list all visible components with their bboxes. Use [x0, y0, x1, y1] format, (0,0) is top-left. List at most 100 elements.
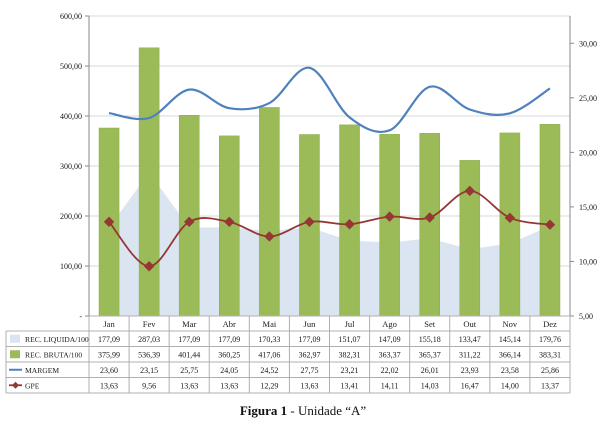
gpe-marker [504, 212, 516, 224]
gpe-marker [384, 211, 395, 222]
table-value: 26,01 [421, 366, 439, 375]
table-value: 14,11 [381, 381, 399, 390]
y-tick-label: 200,00 [60, 212, 82, 221]
y2-tick-label: 10,00 [579, 257, 597, 266]
table-value: 133,47 [459, 335, 481, 344]
table-value: 155,18 [419, 335, 441, 344]
x-category-label: Ago [382, 319, 397, 329]
legend-series-name: GPE [25, 381, 40, 390]
table-value: 13,37 [541, 381, 559, 390]
bar-rec-bruta [459, 160, 481, 317]
data-table: Jan Fev Mar Abr Mai Jun Jul Ago Set Out Nov Dez REC.… [5, 315, 571, 394]
x-category-label: Out [463, 319, 476, 329]
table-value: 366,14 [499, 350, 521, 359]
table-value: 177,09 [298, 335, 320, 344]
table-value: 23,60 [100, 366, 118, 375]
x-category-label: Set [424, 319, 436, 329]
table-value: 383,31 [539, 350, 561, 359]
legend-key-rec-liquida [10, 334, 20, 343]
table-value: 14,03 [421, 381, 439, 390]
figure-caption-label: Figura 1 [239, 403, 288, 418]
table-value: 177,09 [178, 335, 200, 344]
x-category-label: Jul [345, 319, 356, 329]
x-category-label: Dez [543, 319, 557, 329]
legend-series-name: MARGEM [25, 366, 59, 375]
table-value: 170,33 [258, 335, 280, 344]
bar-rec-bruta [138, 47, 160, 317]
bar-rec-bruta [499, 132, 521, 317]
x-category-label: Fev [143, 319, 157, 329]
legend-key-gpe-marker [12, 381, 19, 389]
gpe-marker [264, 231, 275, 242]
table-value: 362,97 [298, 350, 320, 359]
table-value: 22,02 [381, 366, 399, 375]
gpe-marker [143, 261, 155, 272]
axes: - 100,00 200,00 300,00 400,00 500,00 600,00 5,0… [60, 12, 597, 321]
y-tick-label: 100,00 [60, 262, 82, 271]
y-tick-label: 600,00 [60, 12, 82, 21]
gpe-marker [344, 219, 355, 230]
gpe-marker [424, 212, 435, 223]
table-value: 27,75 [300, 366, 318, 375]
table-value: 23,93 [461, 366, 479, 375]
margem-series-line [108, 66, 551, 134]
table-value: 12,29 [260, 381, 278, 390]
table-value: 13,41 [341, 381, 359, 390]
table-value: 363,37 [379, 350, 401, 359]
table-value: 417,06 [258, 350, 280, 359]
legend-series-name: REC. BRUTA/100 [25, 350, 82, 359]
gpe-marker [224, 216, 235, 228]
table-value: 9,56 [142, 381, 156, 390]
table-value: 25,75 [180, 366, 198, 375]
table-value: 151,07 [339, 335, 361, 344]
table-value: 145,14 [499, 335, 521, 344]
table-value: 360,25 [218, 350, 240, 359]
x-category-label: Mai [263, 319, 277, 329]
table-value: 16,47 [461, 381, 479, 390]
x-category-label: Abr [223, 319, 236, 329]
x-category-label: Jun [304, 319, 317, 329]
table-value: 375,99 [98, 350, 120, 359]
figure-caption: Figura 1 - Unidade “A” [0, 403, 606, 419]
table-value: 177,09 [98, 335, 120, 344]
table-value: 24,05 [220, 366, 238, 375]
margem-line [108, 66, 551, 134]
bar-rec-bruta [419, 133, 440, 317]
x-category-label: Jan [103, 319, 115, 329]
y2-tick-label: 15,00 [579, 203, 597, 212]
gpe-marker [304, 216, 315, 228]
y2-tick-label: 25,00 [579, 94, 597, 103]
gpe-marker [103, 216, 115, 228]
table-value: 25,86 [541, 366, 559, 375]
y-tick-label: 300,00 [60, 162, 82, 171]
legend-series-name: REC. LIQUIDA/100 [25, 335, 89, 344]
table-value: 147,09 [379, 335, 401, 344]
y2-tick-label: 30,00 [579, 39, 597, 48]
x-category-label: Nov [503, 319, 518, 329]
table-value: 365,37 [419, 350, 441, 359]
bar-rec-bruta [178, 115, 200, 317]
table-value: 382,31 [339, 350, 361, 359]
table-value: 23,58 [501, 366, 519, 375]
table-value: 401,44 [178, 350, 200, 359]
rec-liquida-area [109, 172, 550, 316]
table-value: 536,39 [138, 350, 160, 359]
table-value: 311,22 [459, 350, 481, 359]
y2-tick-label: 5,00 [579, 312, 593, 321]
table-value: 14,00 [501, 381, 519, 390]
table-value: 23,15 [140, 366, 158, 375]
table-value: 24,52 [260, 366, 278, 375]
gpe-marker [544, 219, 556, 230]
y-tick-label: 500,00 [60, 62, 82, 71]
gpe-line [103, 185, 556, 272]
y2-tick-label: 20,00 [579, 148, 597, 157]
table-value: 287,03 [138, 335, 160, 344]
legend-key-rec-bruta [10, 350, 20, 359]
bar-rec-bruta [379, 134, 400, 317]
gpe-marker [464, 185, 475, 197]
y-tick-label: 400,00 [60, 112, 82, 121]
table-value: 13,63 [100, 381, 118, 390]
table-value: 179,76 [539, 335, 561, 344]
bar-rec-bruta [259, 107, 280, 317]
